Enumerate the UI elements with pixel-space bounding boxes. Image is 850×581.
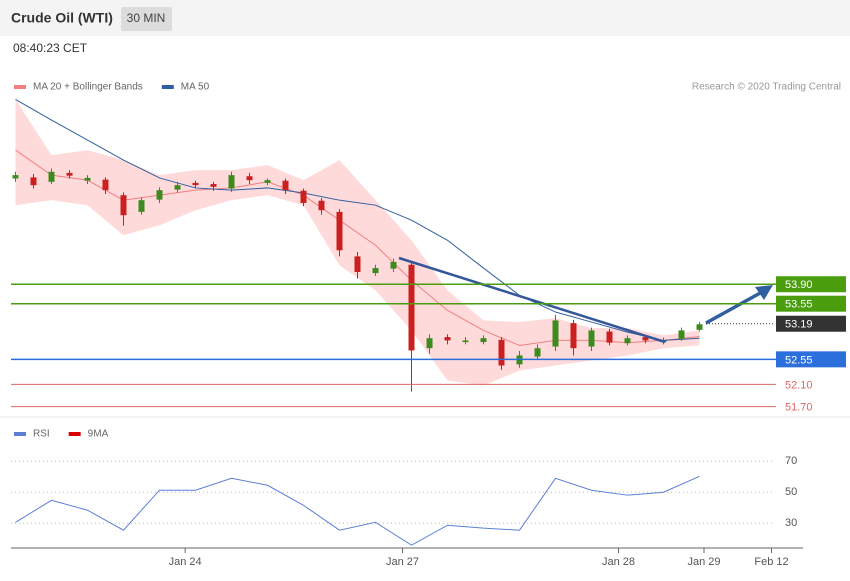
x-tick-label: Jan 27 (386, 556, 419, 568)
legend-label: MA 50 (181, 82, 210, 93)
rsi-line (15, 475, 700, 546)
level-label: 52.10 (785, 379, 813, 391)
candle-body (426, 338, 433, 349)
candle-body (30, 177, 37, 186)
time: 08:40:23 CET (13, 41, 88, 55)
level-label: 53.90 (785, 279, 813, 291)
candle-body (498, 339, 505, 366)
candle-body (642, 337, 649, 341)
candle-body (300, 190, 307, 203)
candle-body (318, 200, 325, 211)
candle-body (102, 179, 109, 191)
moving-average (15, 149, 700, 346)
level-label: 52.55 (785, 354, 813, 366)
candle-body (246, 176, 253, 181)
candle-body (282, 180, 289, 191)
interval-box (121, 7, 172, 31)
candle-body (534, 348, 541, 357)
x-tick-label: Jan 28 (602, 556, 635, 568)
candle-body (210, 184, 217, 187)
candle-body (372, 268, 379, 274)
x-tick-label: Feb 12 (754, 556, 788, 568)
y-tick-label: 30 (785, 517, 797, 529)
x-tick-label: Jan 24 (169, 556, 202, 568)
candle-body (606, 331, 613, 343)
arrow-head (755, 285, 773, 300)
legend-label: MA 20 + Bollinger Bands (33, 82, 143, 93)
candle-body (588, 330, 595, 347)
credit: Research © 2020 Trading Central (692, 82, 841, 93)
legend-swatch (161, 85, 174, 89)
candle-body (444, 337, 451, 341)
arrow-shaft (705, 290, 763, 325)
candle-body (336, 211, 343, 251)
level-box (776, 276, 846, 293)
candle-body (678, 330, 685, 339)
candle-body (462, 340, 469, 343)
bollinger-band (15, 99, 700, 386)
y-tick-label: 70 (785, 455, 797, 467)
candle-body (48, 171, 55, 182)
candle-body (228, 175, 235, 189)
candle-body (570, 323, 577, 349)
trend-line (398, 256, 666, 344)
legend-label: RSI (33, 429, 50, 440)
y-tick-label: 50 (785, 486, 797, 498)
title: Crude Oil (WTI) (11, 10, 113, 26)
candle-body (66, 172, 73, 176)
candle-body (138, 200, 145, 212)
candle-body (408, 264, 415, 351)
legend-swatch (14, 85, 26, 89)
candle-body (120, 195, 127, 216)
candle-body (390, 261, 397, 269)
candle-body (264, 180, 271, 183)
candle-body (174, 185, 181, 190)
level-label: 53.19 (785, 319, 813, 331)
candle-body (624, 338, 631, 344)
candle-body (354, 256, 361, 272)
legend-label: 9MA (88, 429, 109, 440)
x-tick-label: Jan 29 (687, 556, 720, 568)
level-box (776, 295, 846, 312)
candle-body (552, 320, 559, 347)
candle-body (156, 190, 163, 200)
legend-swatch (68, 432, 81, 436)
legend-swatch (14, 432, 26, 436)
candle-body (84, 177, 91, 181)
interval: 30 MIN (127, 11, 166, 25)
level-box (776, 351, 846, 368)
level-label: 51.70 (785, 402, 813, 414)
candle-body (12, 175, 19, 179)
moving-average (15, 99, 700, 341)
level-box (776, 315, 846, 332)
candle-body (192, 182, 199, 186)
price-plot (12, 99, 703, 392)
candle-body (480, 338, 487, 343)
candle-body (696, 324, 703, 330)
level-label: 53.55 (785, 299, 813, 311)
